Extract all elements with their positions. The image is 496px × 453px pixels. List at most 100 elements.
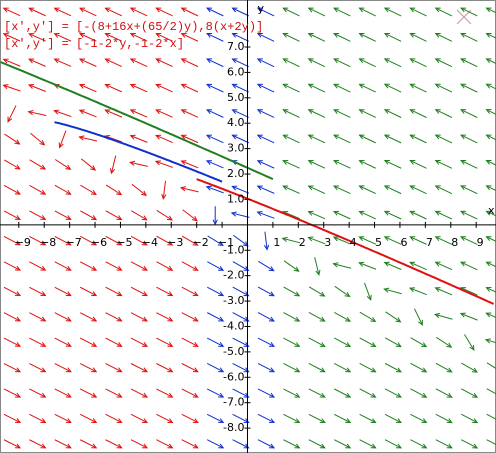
field-arrow [308,236,326,245]
field-arrow [410,236,427,245]
arrow-head [192,392,199,398]
field-arrow [308,109,326,118]
arrow-head [205,160,212,165]
arrow-head [7,116,13,123]
arrow-head [129,83,136,89]
field-arrow [79,286,97,296]
arrow-head [263,244,270,251]
field-arrow [54,210,71,220]
arrow-head [192,240,199,246]
arrow-head [65,392,72,398]
field-arrow [156,312,173,322]
arrow-head [104,7,111,13]
field-arrow [464,334,475,351]
field-arrow [29,235,46,246]
field-arrow [181,83,199,93]
arrow-head [370,342,377,348]
arrow-head [40,215,47,220]
field-arrow [232,134,249,144]
arrow-head [91,418,98,423]
arrow-head [167,316,174,322]
field-arrow [435,109,453,118]
arrow-head [142,418,149,423]
arrow-head [14,265,22,271]
arrow-head [129,160,136,166]
field-arrow [359,134,376,144]
arrow-head [141,240,148,246]
arrow-head [231,134,238,140]
arrow-head [409,109,416,114]
field-arrow [435,439,453,449]
arrow-head [14,291,22,297]
arrow-head [269,392,276,398]
arrow-head [65,240,72,246]
arrow-head [358,32,365,38]
field-arrow [3,33,21,42]
close-button[interactable] [456,9,472,25]
arrow-head [79,7,86,13]
arrow-head [294,342,301,347]
field-arrow [410,109,427,118]
field-arrow [384,185,402,195]
field-arrow [3,210,21,220]
field-arrow [156,337,173,347]
field-arrow [29,413,46,423]
arrow-head [15,443,22,449]
arrow-head [319,342,326,347]
arrow-head [434,83,441,89]
x-tick-label: −7 [66,236,82,249]
field-arrow [232,33,249,42]
field-arrow [105,109,123,118]
field-arrow [264,231,268,250]
arrow-head [485,134,492,140]
arrow-head [471,367,479,373]
field-arrow [79,58,97,67]
field-arrow [410,362,427,373]
arrow-head [256,7,263,13]
arrow-head [282,185,289,191]
arrow-head [116,291,123,297]
field-arrow [79,136,98,142]
field-arrow [3,7,21,17]
field-arrow [435,236,453,245]
field-arrow [485,339,496,344]
arrow-head [421,418,428,424]
field-arrow [130,439,148,449]
field-arrow [384,160,402,169]
field-arrow [231,212,250,218]
field-arrow [79,413,97,423]
field-arrow [257,439,275,449]
arrow-head [65,265,72,271]
field-arrow [384,439,402,449]
arrow-head [256,185,263,191]
field-arrow [359,311,376,322]
field-arrow [54,159,71,170]
field-arrow [156,33,173,42]
field-arrow [130,7,148,17]
field-arrow [30,132,45,146]
arrow-head [205,134,213,140]
field-arrow [29,7,46,17]
x-tick-label: −5 [116,236,132,249]
field-arrow [79,109,97,118]
field-arrow [54,337,72,347]
field-arrow [435,413,453,423]
field-arrow [3,84,21,92]
field-arrow [257,286,275,297]
field-arrow [413,308,423,326]
arrow-head [40,265,47,271]
field-arrow [105,184,122,196]
field-arrow [181,439,199,449]
arrow-head [104,33,111,38]
arrow-head [383,261,390,267]
arrow-head [395,418,403,424]
field-arrow [155,160,174,168]
arrow-head [155,83,162,89]
arrow-head [167,240,174,246]
field-arrow [54,363,72,373]
field-arrow [333,7,351,17]
field-arrow [359,109,376,118]
arrow-head [2,7,9,13]
arrow-head [104,83,111,89]
field-arrow [207,286,224,297]
